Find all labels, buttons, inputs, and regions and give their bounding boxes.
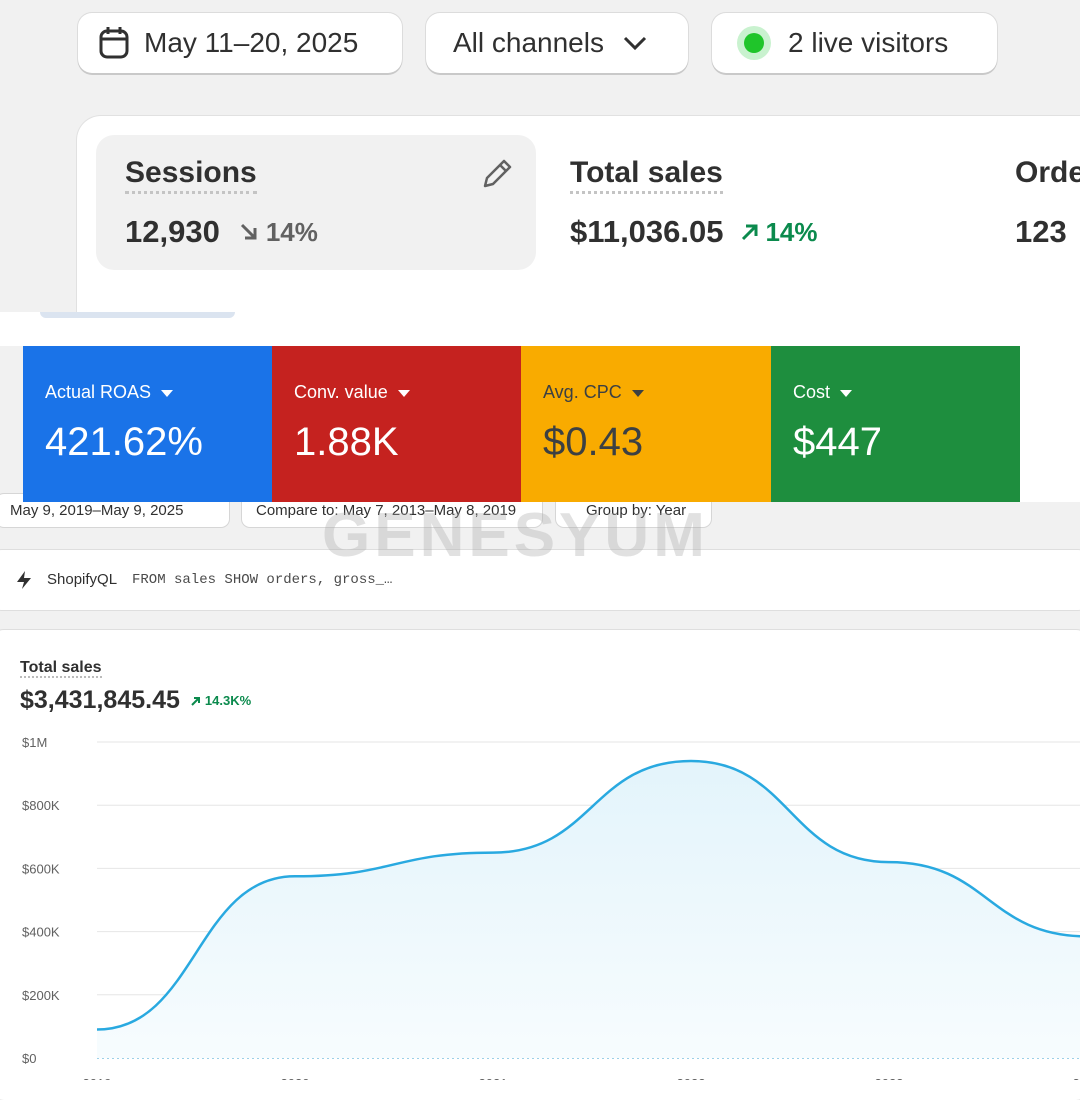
down-arrow <box>240 223 257 240</box>
query-bar[interactable] <box>0 550 1080 610</box>
visitors-chip[interactable]: 2 live visitors <box>712 13 997 73</box>
x-tick-label: 2020 <box>281 1076 310 1080</box>
live-dot <box>737 26 771 60</box>
y-tick-label: $0 <box>22 1051 36 1066</box>
query-label: ShopifyQL <box>47 571 118 588</box>
chart-total: $3,431,845.45 <box>20 686 180 714</box>
tile-label: Cost <box>793 382 853 403</box>
metric-change: 14% <box>265 216 318 247</box>
ads-tile[interactable]: Conv. value 1.88K <box>272 346 521 502</box>
date-text: May 11–20, 2025 <box>144 27 359 58</box>
y-tick-label: $800K <box>22 798 60 813</box>
calendar-icon <box>99 27 129 59</box>
metric-change: 14% <box>765 216 818 247</box>
y-tick-label: $600K <box>22 861 60 876</box>
channel-text: All channels <box>453 27 604 58</box>
ads-tile[interactable]: Actual ROAS 421.62% <box>23 346 272 502</box>
x-tick-label: 2022 <box>677 1076 706 1080</box>
watermark: GENESYUM <box>322 501 709 570</box>
ads-tile[interactable]: Cost $447 <box>771 346 1020 502</box>
y-tick-label: $1M <box>22 735 47 750</box>
visitors-text: 2 live visitors <box>788 27 949 58</box>
metric-label: Orde <box>1015 156 1080 189</box>
query-text: FROM sales SHOW orders, gross_… <box>132 572 393 588</box>
date-filter[interactable]: May 11–20, 2025 <box>78 13 402 73</box>
metric-value: $11,036.05 <box>570 214 724 249</box>
metric-row: 12,930 14% <box>125 214 318 250</box>
up-arrow <box>742 224 758 241</box>
y-tick-label: $200K <box>22 988 60 1003</box>
x-tick-label: 2019 <box>83 1076 112 1080</box>
up-arrow <box>191 696 200 706</box>
line <box>96 759 1080 1031</box>
strip-shadow <box>40 312 235 318</box>
x-tick-label: 2024 <box>1073 1076 1080 1080</box>
chart-title: Total sales <box>20 659 102 678</box>
x-tick-label: 2021 <box>479 1076 508 1080</box>
metric-value: 12,930 <box>125 214 220 249</box>
metric-value: 123 <box>1015 214 1067 249</box>
y-tick-label: $400K <box>22 925 60 940</box>
tile-label: Avg. CPC <box>543 382 644 403</box>
tile-value: 1.88K <box>294 420 399 464</box>
edit-icon[interactable] <box>480 157 514 191</box>
area <box>97 760 1080 1058</box>
sessions-box[interactable] <box>96 135 536 270</box>
chart: $0 $200K $400K $600K $800K $1M 2019 2020 2021 202… <box>22 735 1080 1080</box>
tile-value: 421.62% <box>45 420 203 464</box>
tile-value: $0.43 <box>543 420 644 464</box>
tile-filler <box>1020 346 1080 502</box>
metric-row: $11,036.05 14% <box>570 214 818 250</box>
tile-label: Actual ROAS <box>45 382 174 403</box>
lightning-icon <box>17 571 31 589</box>
metric-label: Total sales <box>570 156 723 194</box>
x-tick-label: 2023 <box>875 1076 904 1080</box>
metric-label: Sessions <box>125 156 257 194</box>
channel-filter[interactable]: All channels <box>426 13 688 73</box>
chevron-icon <box>623 36 647 51</box>
tile-label: Conv. value <box>294 382 410 403</box>
chart-total-row: $3,431,845.45 14.3K% <box>20 686 251 715</box>
tile-value: $447 <box>793 420 882 464</box>
ads-tile[interactable]: Avg. CPC $0.43 <box>521 346 771 502</box>
chart-change: 14.3K% <box>204 693 252 708</box>
